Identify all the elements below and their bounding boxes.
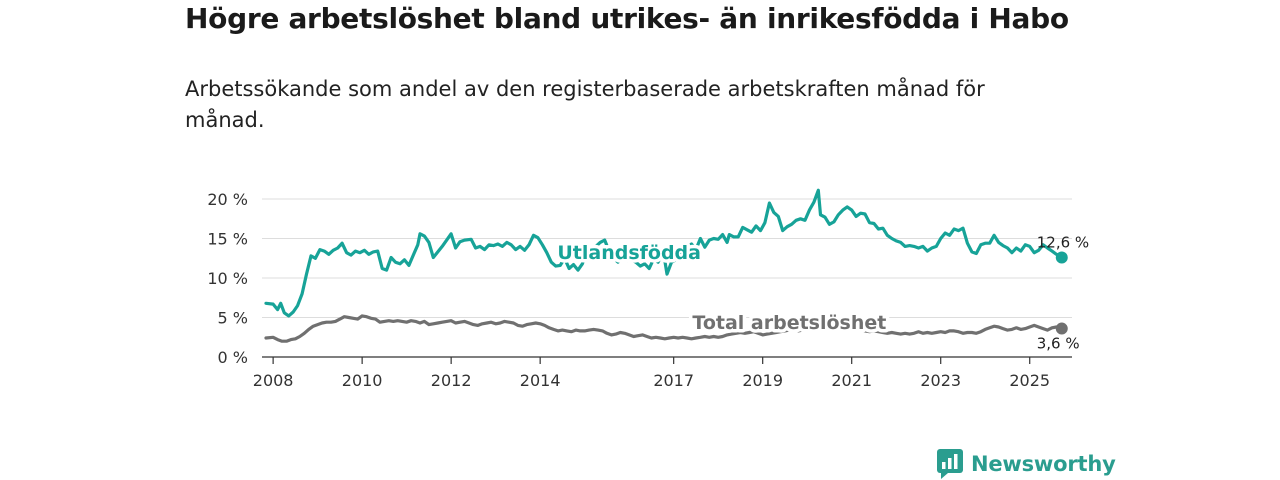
x-tick-label: 2008 bbox=[253, 371, 294, 390]
x-tick-label: 2021 bbox=[831, 371, 872, 390]
series-lines bbox=[264, 188, 1068, 343]
y-axis-ticks: 0 % 5 % 10 % 15 % 20 % bbox=[207, 190, 248, 367]
brand-name: Newsworthy bbox=[971, 452, 1116, 476]
series-line bbox=[264, 314, 1064, 343]
gridlines bbox=[262, 198, 1072, 318]
series-end-label: 3,6 % bbox=[1037, 335, 1080, 353]
x-tick-label: 2023 bbox=[920, 371, 961, 390]
series-end-point bbox=[1055, 251, 1068, 264]
y-tick-label: 20 % bbox=[207, 190, 248, 209]
series-end-point bbox=[1055, 322, 1068, 335]
newsworthy-logo: Newsworthy bbox=[937, 448, 1116, 480]
x-tick-label: 2019 bbox=[742, 371, 783, 390]
y-tick-label: 10 % bbox=[207, 269, 248, 288]
y-tick-label: 0 % bbox=[218, 348, 248, 367]
y-tick-label: 15 % bbox=[207, 230, 248, 249]
x-tick-label: 2025 bbox=[1009, 371, 1050, 390]
series-line bbox=[264, 188, 1064, 318]
chart-title: Högre arbetslöshet bland utrikes- än inr… bbox=[185, 2, 1069, 35]
newsworthy-logo-icon bbox=[937, 449, 963, 479]
x-axis-ticks: 2008 2010 2012 2014 2017 2019 2021 2023 2025 bbox=[253, 357, 1050, 390]
x-tick-label: 2012 bbox=[431, 371, 472, 390]
series-end-label: 12,6 % bbox=[1037, 233, 1089, 251]
series-name-label: Total arbetslöshet bbox=[692, 312, 886, 334]
x-tick-label: 2017 bbox=[653, 371, 694, 390]
series-name-label: Utlandsfödda bbox=[557, 242, 701, 264]
y-tick-label: 5 % bbox=[218, 309, 248, 328]
x-tick-label: 2014 bbox=[520, 371, 561, 390]
chart-subtitle: Arbetssökande som andel av den registerb… bbox=[185, 77, 985, 132]
line-chart: 0 %5 %10 %15 %20 % 2008 2010 2012 2014 2017 2… bbox=[207, 188, 1089, 390]
series-labels: 12,6 % 3,6 % Utlandsfödda Total arbetslöshe… bbox=[554, 233, 1089, 353]
x-tick-label: 2010 bbox=[342, 371, 383, 390]
